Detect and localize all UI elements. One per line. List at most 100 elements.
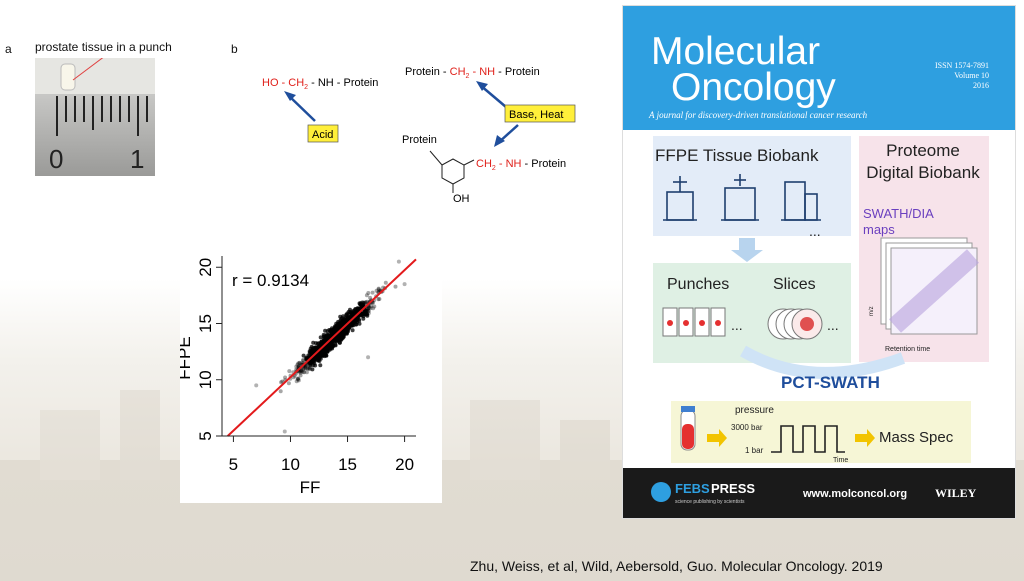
scatter-point: [303, 366, 308, 371]
scatter-point: [365, 299, 370, 304]
febs-text: FEBS: [675, 481, 710, 496]
scatter-point: [350, 328, 355, 333]
scatter-point: [297, 361, 302, 366]
slices-label: Slices: [773, 276, 816, 293]
scatter-point: [315, 341, 320, 346]
regression-line: [227, 258, 417, 437]
chemistry-diagram: HO - CH2 - NH - Protein Acid Protein - C…: [262, 66, 576, 205]
scatter-point: [345, 331, 349, 336]
cover-issn: ISSN 1574-7891 Volume 10 2016: [935, 61, 989, 91]
r3-oh: OH: [453, 193, 470, 205]
r1-ho: HO -: [262, 77, 288, 89]
ruler-label-1: 1: [130, 144, 144, 174]
scatter-point: [344, 312, 349, 317]
scatter-point: [377, 297, 382, 301]
journal-cover: Molecular Oncology ISSN 1574-7891 Volume…: [622, 5, 1016, 519]
scatter-point: [368, 295, 373, 300]
cover-tagline: A journal for discovery-driven translati…: [649, 110, 868, 120]
scatter-point: [301, 357, 306, 362]
scatter-point: [366, 309, 371, 314]
press-text: PRESS: [711, 481, 755, 496]
cover-title-line2: Oncology: [671, 66, 836, 109]
scatter-point: [357, 321, 362, 326]
scatter-point: [333, 339, 337, 344]
scatter-point: [330, 345, 334, 350]
slice-discs: [767, 308, 823, 340]
scatter-point: [333, 343, 338, 348]
ruler-label-0: 0: [49, 144, 63, 174]
scatter-point: [368, 306, 373, 311]
scatter-point: [294, 379, 299, 384]
scatter-outlier-point: [396, 259, 401, 264]
y-tick-label: 15: [196, 314, 215, 333]
scatter-point: [354, 316, 359, 321]
scatter-point: [297, 360, 302, 365]
x-tick-label: 10: [281, 455, 300, 474]
scatter-point: [366, 308, 371, 313]
scatter-point: [359, 313, 363, 318]
cover-title-line1: Molecular: [651, 30, 821, 73]
scatter-point: [363, 309, 367, 314]
r2-rest: - Protein: [495, 66, 540, 78]
scatter-point: [361, 316, 366, 321]
ruler-photo: 0 1: [35, 58, 155, 176]
rt-label: Retention time: [885, 346, 930, 353]
acid-label: Acid: [312, 129, 333, 141]
swath-line1: SWATH/DIA: [863, 206, 934, 221]
swath-maps: [880, 237, 980, 335]
scatter-point: [376, 287, 381, 292]
curved-arrow: [740, 345, 906, 379]
punch-ellipsis: ...: [731, 317, 743, 333]
panel-b-label: b: [231, 42, 238, 56]
slice-ellipsis: ...: [827, 317, 839, 333]
scatter-point: [383, 280, 388, 285]
scatter-point: [337, 340, 342, 345]
scatter-point: [353, 322, 358, 327]
scatter-point: [360, 300, 365, 305]
p-low-label: 1 bar: [745, 446, 764, 455]
scatter-point: [324, 353, 329, 358]
pressure-waveform: [771, 425, 845, 453]
base-heat-label: Base, Heat: [509, 109, 563, 121]
scatter-point: [318, 363, 323, 368]
scatter-point: [298, 373, 303, 378]
scatter-point: [333, 328, 337, 333]
scatter-point: [333, 325, 338, 330]
punch-tubes: [662, 307, 726, 337]
scatter-point: [372, 304, 377, 309]
r2-ch: CH: [450, 66, 466, 78]
volume-text: Volume 10: [954, 71, 989, 80]
scatter-outlier-point: [254, 383, 259, 388]
r2-nh: - NH: [469, 66, 495, 78]
scatter-point: [303, 364, 308, 369]
scatter-point: [296, 361, 301, 366]
scatter-point: [296, 378, 301, 383]
scatter-point: [393, 284, 398, 289]
icons-ellipsis: ...: [809, 223, 821, 239]
scatter-point: [316, 353, 321, 358]
x-tick-label: 15: [338, 455, 357, 474]
scatter-point: [376, 297, 381, 302]
scatter-point: [324, 336, 329, 341]
scatter-point: [301, 370, 306, 375]
yellow-arrow-1: [707, 429, 727, 447]
scatter-point: [310, 367, 315, 372]
scatter-point: [321, 332, 326, 337]
cover-footer: FEBS PRESS science publishing by scientis…: [623, 468, 1015, 518]
scatter-point: [363, 300, 367, 305]
svg-text:HO - CH2 - NH - Protein: HO - CH2 - NH - Protein: [262, 77, 378, 91]
scatter-point: [324, 349, 329, 354]
y-tick-label: 5: [196, 431, 215, 440]
scatter-point: [299, 369, 304, 374]
down-arrow: [731, 238, 763, 262]
scatter-point: [313, 363, 318, 368]
svg-text:Protein - CH2 - NH - Protein: Protein - CH2 - NH - Protein: [405, 66, 540, 80]
mz-label: m/z: [869, 306, 875, 316]
scatter-point: [366, 291, 371, 295]
scatter-point: [278, 389, 283, 394]
scatter-point: [283, 375, 288, 380]
scatter-point: [279, 380, 284, 385]
scatter-point: [367, 305, 371, 310]
scatter-point: [364, 293, 369, 298]
issn-text: ISSN 1574-7891: [934, 61, 989, 70]
